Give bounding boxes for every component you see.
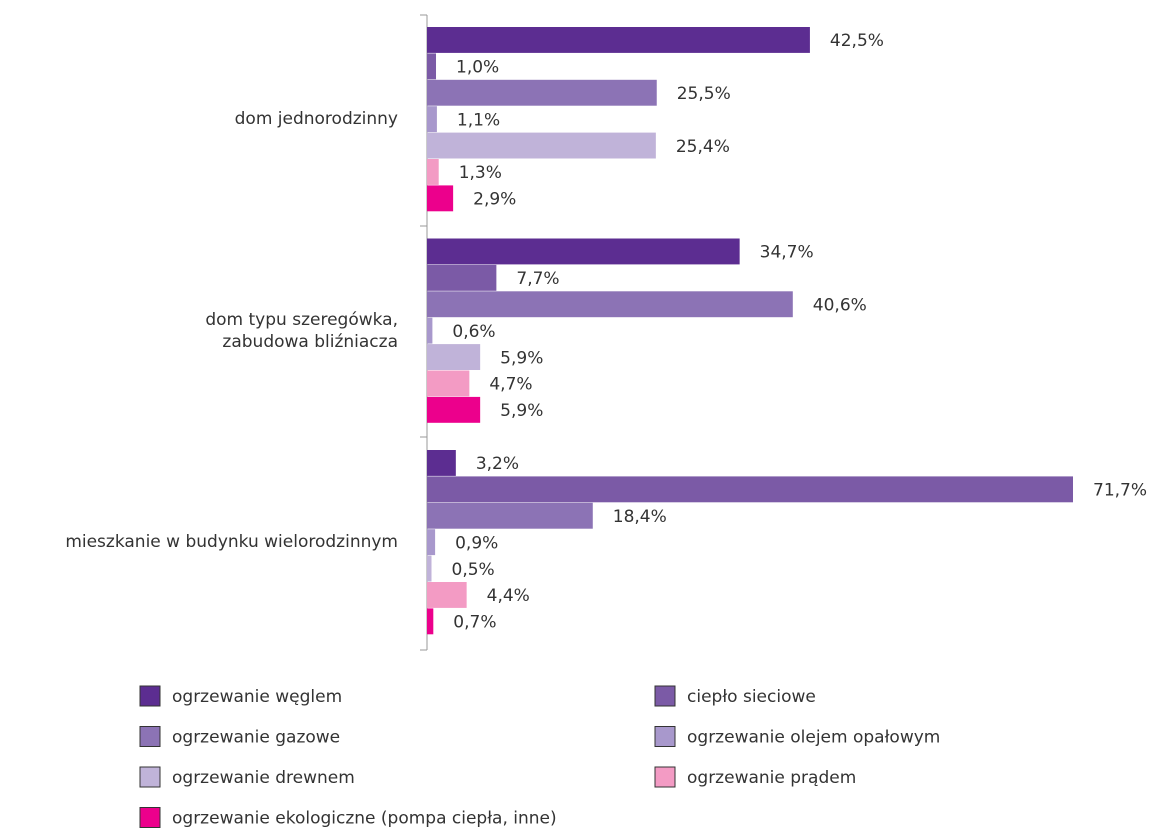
bar xyxy=(427,450,456,476)
bar xyxy=(427,608,434,635)
bar xyxy=(427,502,593,529)
legend-swatch xyxy=(139,807,161,828)
value-label: 42,5% xyxy=(830,31,884,51)
bar xyxy=(427,291,793,318)
legend-swatch xyxy=(654,726,676,747)
bar xyxy=(427,185,454,212)
legend-label: ogrzewanie prądem xyxy=(687,768,856,788)
legend-swatch xyxy=(654,685,676,707)
bar xyxy=(427,529,436,556)
legend-label: ogrzewanie olejem opałowym xyxy=(687,728,940,748)
bar xyxy=(427,370,470,397)
value-label: 71,7% xyxy=(1093,481,1147,501)
legend-label: ogrzewanie ekologiczne (pompa ciepła, in… xyxy=(172,809,557,829)
legend-label: ogrzewanie drewnem xyxy=(172,768,355,788)
value-label: 25,5% xyxy=(677,84,731,104)
value-label: 1,3% xyxy=(459,163,502,183)
value-label: 7,7% xyxy=(516,269,559,289)
bar xyxy=(427,344,481,370)
value-label: 0,7% xyxy=(453,613,496,633)
bar xyxy=(427,238,740,265)
value-label: 0,5% xyxy=(452,560,495,580)
bar xyxy=(427,555,432,582)
bar xyxy=(427,79,657,106)
bar xyxy=(427,106,437,133)
value-label: 0,6% xyxy=(452,322,495,342)
value-label: 1,0% xyxy=(456,58,499,78)
legend-label: ogrzewanie gazowe xyxy=(172,728,340,748)
value-label: 5,9% xyxy=(500,348,543,368)
value-label: 1,1% xyxy=(457,110,500,130)
value-label: 25,4% xyxy=(676,137,730,157)
bar xyxy=(427,159,439,185)
value-label: 40,6% xyxy=(813,296,867,316)
bar xyxy=(427,264,497,291)
value-label: 18,4% xyxy=(613,507,667,527)
category-label: dom typu szeregówka, zabudowa bliźniacza xyxy=(205,309,398,352)
value-label: 34,7% xyxy=(760,243,814,263)
value-label: 4,4% xyxy=(487,586,530,606)
bar xyxy=(427,132,656,159)
value-label: 5,9% xyxy=(500,401,543,421)
legend-label: ciepło sieciowe xyxy=(687,687,816,707)
legend-swatch xyxy=(139,766,161,788)
legend-label: ogrzewanie węglem xyxy=(172,687,342,707)
value-label: 4,7% xyxy=(489,375,532,395)
bar xyxy=(427,27,810,53)
category-label: dom jednorodzinny xyxy=(234,109,398,130)
value-label: 3,2% xyxy=(476,454,519,474)
legend-swatch xyxy=(654,766,676,788)
value-label: 0,9% xyxy=(455,533,498,553)
bar xyxy=(427,396,481,423)
category-label: mieszkanie w budynku wielorodzinnym xyxy=(65,532,398,553)
legend-swatch xyxy=(139,685,161,707)
bar xyxy=(427,476,1073,503)
bar xyxy=(427,582,467,608)
bar xyxy=(427,317,433,344)
value-label: 2,9% xyxy=(473,190,516,210)
legend-swatch xyxy=(139,726,161,747)
bar xyxy=(427,53,437,80)
